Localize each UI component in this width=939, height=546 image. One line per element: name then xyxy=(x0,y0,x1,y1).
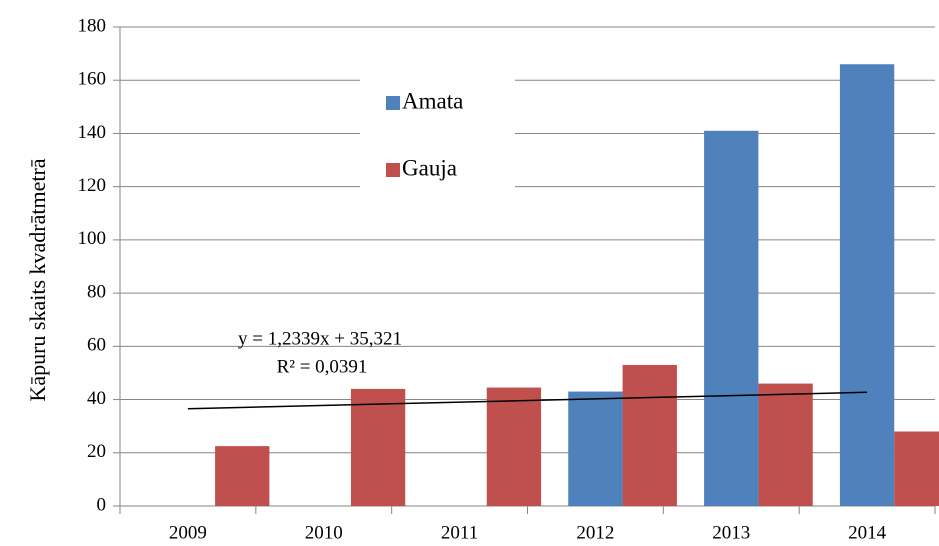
x-tick-label: 2009 xyxy=(169,522,207,543)
bar xyxy=(704,130,759,507)
x-tick-label: 2010 xyxy=(305,522,343,543)
legend-label: Gauja xyxy=(402,155,457,180)
x-tick-label: 2011 xyxy=(441,522,478,543)
y-tick-label: 20 xyxy=(87,441,106,462)
legend-swatch xyxy=(386,96,400,110)
x-tick-label: 2012 xyxy=(576,522,614,543)
bar xyxy=(350,388,406,506)
y-axis-label: Kāpuru skaits kvadrātmetrā xyxy=(25,158,50,401)
bar xyxy=(568,391,623,506)
trend-r-squared: R² = 0,0391 xyxy=(277,356,368,377)
x-tick-label: 2014 xyxy=(848,522,887,543)
bar xyxy=(894,431,939,506)
y-tick-label: 140 xyxy=(78,122,107,143)
y-tick-label: 120 xyxy=(78,175,107,196)
bar xyxy=(215,446,270,506)
x-tick-label: 2013 xyxy=(712,522,750,543)
y-tick-label: 180 xyxy=(78,15,107,36)
bar xyxy=(486,387,542,506)
trend-equation: y = 1,2339x + 35,321 xyxy=(238,328,402,349)
y-tick-label: 40 xyxy=(87,388,106,409)
y-tick-label: 100 xyxy=(78,228,107,249)
bar xyxy=(622,364,677,506)
legend-label: Amata xyxy=(402,88,463,113)
y-tick-label: 160 xyxy=(78,69,107,90)
y-tick-label: 80 xyxy=(87,281,106,302)
bar xyxy=(839,64,895,506)
y-tick-label: 0 xyxy=(97,494,107,515)
legend-box xyxy=(360,75,515,190)
y-tick-label: 60 xyxy=(87,335,106,356)
bar xyxy=(758,383,813,506)
trendline xyxy=(187,391,868,410)
legend-swatch xyxy=(386,163,400,177)
